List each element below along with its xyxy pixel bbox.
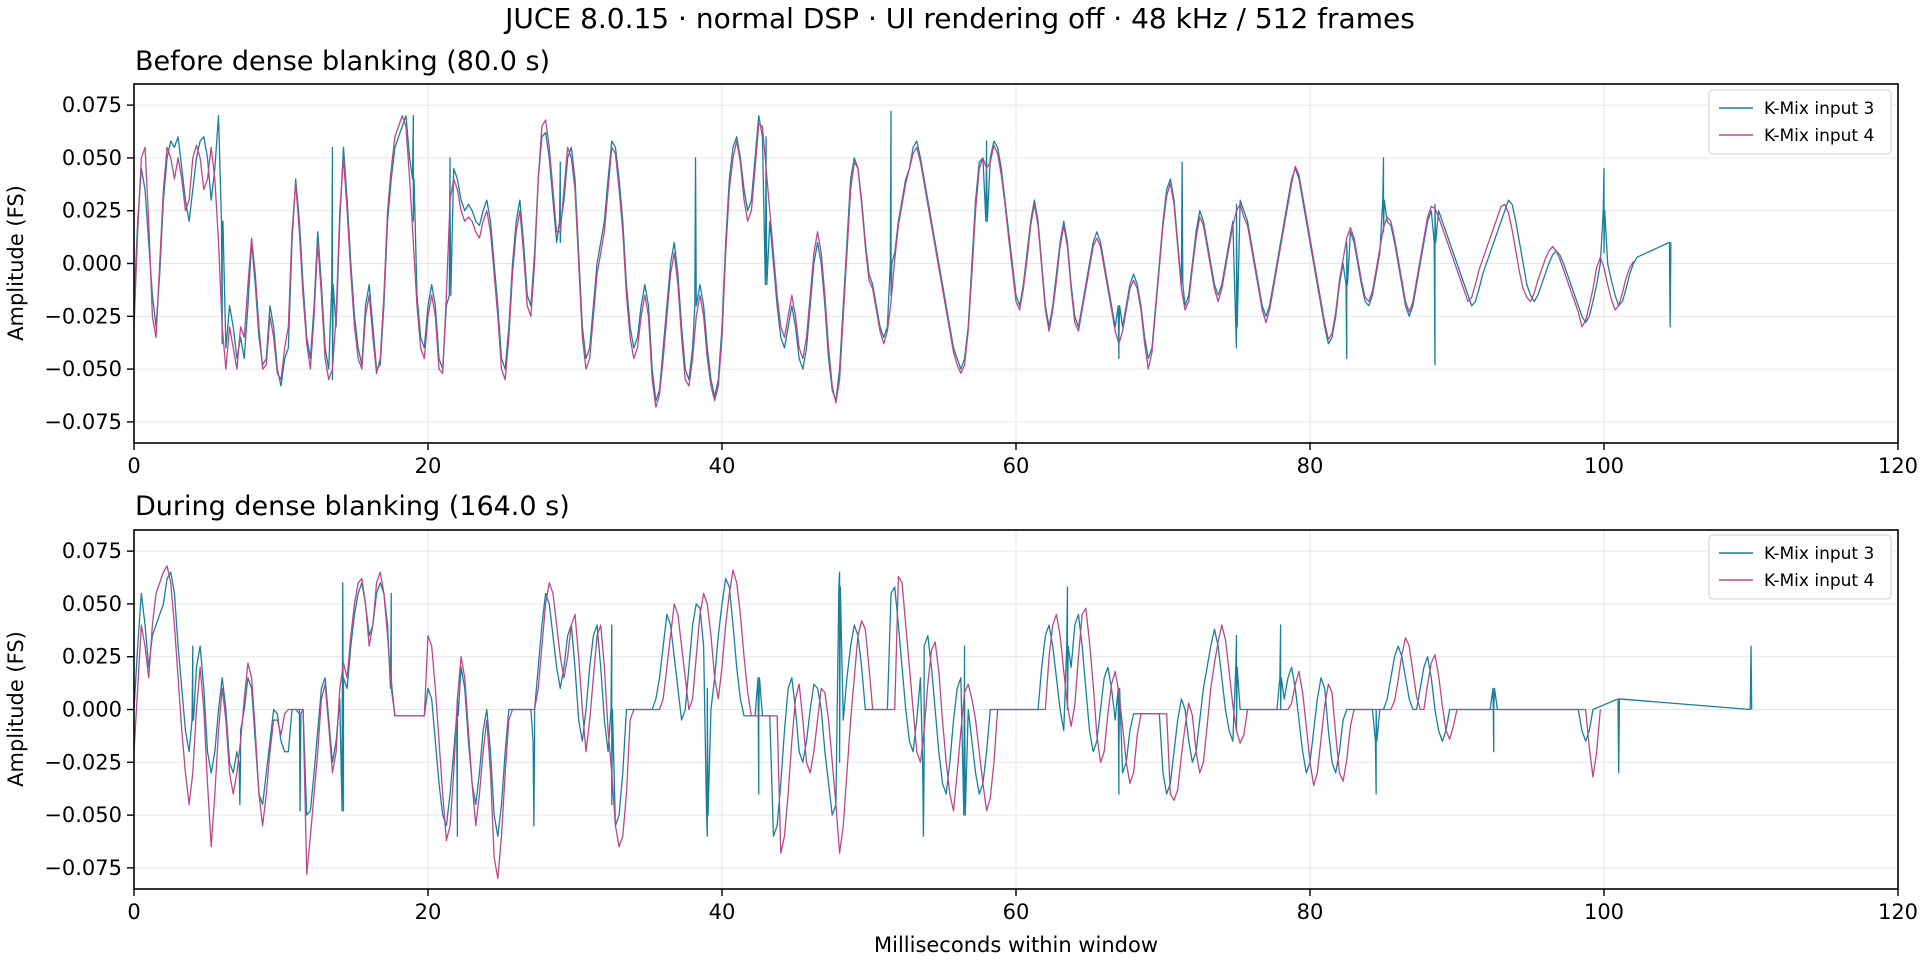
figure-title: JUCE 8.0.15 · normal DSP · UI rendering …: [503, 2, 1415, 35]
legend-label: K-Mix input 4: [1764, 126, 1874, 146]
y-axis-label: Amplitude (FS): [4, 185, 28, 341]
panel-title: Before dense blanking (80.0 s): [135, 46, 550, 77]
y-tick-label: 0.000: [62, 698, 122, 722]
legend-label: K-Mix input 4: [1764, 571, 1874, 591]
y-tick-label: −0.075: [44, 856, 122, 880]
plot-area: [134, 565, 1753, 880]
x-tick-label: 120: [1878, 454, 1918, 478]
legend: K-Mix input 3 K-Mix input 4: [1708, 534, 1892, 600]
x-tick-label: 100: [1584, 454, 1624, 478]
series-line-input4: [134, 565, 1601, 880]
y-tick-label: 0.000: [62, 252, 122, 276]
y-tick-label: 0.050: [62, 592, 122, 616]
y-tick-label: −0.050: [44, 803, 122, 827]
series-line-input3: [134, 110, 1672, 402]
x-tick-label: 0: [127, 900, 140, 924]
x-tick-label: 40: [709, 900, 736, 924]
x-axis-label: Milliseconds within window: [874, 933, 1158, 957]
grid: [133, 84, 1899, 443]
y-tick-label: 0.075: [62, 93, 122, 117]
plot-area: [134, 110, 1672, 408]
legend-label: K-Mix input 3: [1764, 99, 1874, 119]
y-ticks: −0.075 −0.050 −0.025 0.000 0.025 0.050 0.075: [44, 539, 134, 880]
y-tick-label: 0.050: [62, 146, 122, 170]
y-tick-label: −0.050: [44, 357, 122, 381]
panel-title: During dense blanking (164.0 s): [135, 491, 570, 522]
x-tick-label: 120: [1878, 900, 1918, 924]
x-tick-label: 60: [1003, 900, 1030, 924]
x-tick-label: 80: [1297, 454, 1324, 478]
x-tick-label: 20: [415, 900, 442, 924]
x-tick-label: 20: [415, 454, 442, 478]
x-tick-label: 100: [1584, 900, 1624, 924]
legend-label: K-Mix input 3: [1764, 544, 1874, 564]
y-ticks: −0.075 −0.050 −0.025 0.000 0.025 0.050 0.075: [44, 93, 134, 434]
x-tick-label: 80: [1297, 900, 1324, 924]
y-tick-label: −0.025: [44, 750, 122, 774]
x-tick-label: 60: [1003, 454, 1030, 478]
x-ticks: 0 20 40 60 80 100 120: [127, 889, 1918, 924]
grid: [133, 530, 1899, 889]
panel-during: During dense blanking (164.0 s) 0 20 40 60 8…: [4, 491, 1918, 957]
series-line-input4: [134, 115, 1634, 408]
y-tick-label: 0.025: [62, 199, 122, 223]
x-tick-label: 40: [709, 454, 736, 478]
panel-before: Before dense blanking (80.0 s) 0 20 40 60 80…: [4, 46, 1918, 478]
y-tick-label: 0.075: [62, 539, 122, 563]
y-tick-label: 0.025: [62, 645, 122, 669]
x-tick-label: 0: [127, 454, 140, 478]
y-tick-label: −0.075: [44, 410, 122, 434]
x-ticks: 0 20 40 60 80 100 120: [127, 443, 1918, 478]
y-axis-label: Amplitude (FS): [4, 631, 28, 787]
y-tick-label: −0.025: [44, 304, 122, 328]
legend: K-Mix input 3 K-Mix input 4: [1708, 89, 1892, 155]
